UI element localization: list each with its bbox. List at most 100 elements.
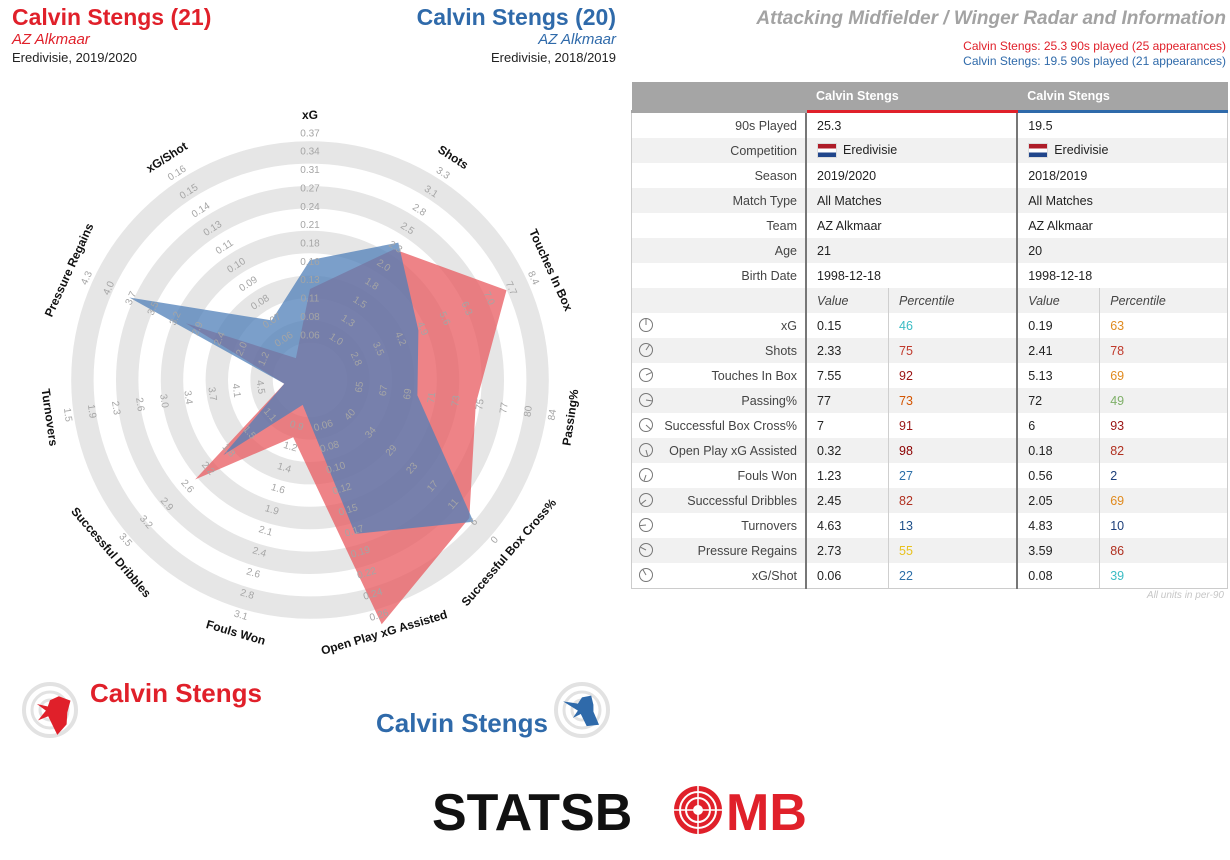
metric-player2-percentile: 93 [1099,413,1228,438]
radar-chart: 0.06 0.08 0.11 0.13 0.16 0.18 0.21 0.24 0.27 0.31… [38,108,581,658]
metric-player2-value-text: 2.05 [1028,493,1053,508]
axis-tick-label: 0.06 [313,418,335,434]
metric-player1-percentile-text: 13 [899,518,913,533]
subheader-percentile: Percentile [888,288,1018,313]
subheader-value: Value [1016,288,1100,313]
axis-tick-label: 3.0 [157,393,170,409]
metric-player1-percentile: 91 [888,413,1018,438]
info-label: Team [631,213,806,238]
axis-label: Passing% [559,388,581,446]
subheader-percentile-text: Percentile [1110,293,1166,308]
metric-player2-value: 6 [1016,413,1100,438]
metric-player2-value: 5.13 [1016,363,1100,388]
metric-player2-value-text: 72 [1028,393,1043,408]
axis-tick-label: 2.8 [239,587,256,602]
metric-player1-value-text: 2.45 [817,493,842,508]
axis-tick-label: 2.0 [234,340,250,358]
metric-label-text: Passing% [741,393,797,408]
player2-name: Calvin Stengs (20) [416,4,616,30]
info-label-text: 90s Played [735,118,797,133]
metric-player2-percentile-text: 69 [1110,493,1125,508]
metric-player2-percentile: 82 [1099,438,1228,463]
axis-tick-label: 0.34 [300,147,320,158]
axis-tick-label: 80 [522,405,535,418]
metric-player2-percentile-text: 49 [1110,393,1125,408]
metric-player2-percentile: 69 [1099,363,1228,388]
metric-label: Fouls Won [631,463,806,488]
info-player1-value-text: All Matches [817,193,882,208]
subheader-percentile-text: Percentile [899,293,955,308]
info-player1-value-text: Eredivisie [843,142,898,157]
metric-player2-value-text: 4.83 [1028,518,1053,533]
info-player2-value: 19.5 [1016,111,1229,138]
metric-gauge-icon [639,518,653,532]
table-row: Successful Box Cross% 7 91 6 93 [631,413,1228,438]
axis-tick-label: 2.4 [251,545,268,560]
subheader-value-text: Value [1028,293,1060,308]
metric-player2-percentile: 63 [1099,313,1228,338]
info-player1-value-text: AZ Alkmaar [817,218,882,233]
metric-player2-value-text: 0.18 [1028,443,1053,458]
netherlands-flag-icon [1028,143,1049,159]
netherlands-flag-icon [817,143,837,159]
table-row: xG 0.15 46 0.19 63 [631,313,1228,338]
metric-label-text: xG/Shot [751,568,797,583]
table-row: Fouls Won 1.23 27 0.56 2 [631,463,1228,488]
table-row: Passing% 77 73 72 49 [631,388,1228,413]
metric-player2-value: 2.05 [1016,488,1100,513]
info-label: Season [631,163,806,188]
axis-label: Turnovers [38,388,60,448]
player1-radar-thumbnail [22,682,78,738]
subheader-value: Value [805,288,889,313]
metric-player1-value: 1.23 [805,463,889,488]
metric-player2-value: 0.18 [1016,438,1100,463]
axis-tick-label: 0.13 [300,275,320,286]
metric-gauge-icon [639,543,653,557]
metric-player2-percentile: 78 [1099,338,1228,363]
metric-player1-value: 4.63 [805,513,889,538]
info-player1-value-text: 2019/2020 [817,168,877,183]
metric-player2-percentile: 49 [1099,388,1228,413]
axis-tick-label: 0.26 [368,608,390,624]
metric-player1-percentile-text: 92 [899,368,913,383]
metric-player1-value-text: 2.33 [817,343,842,358]
metric-player2-percentile-text: 69 [1110,368,1125,383]
info-player2-value-text: 2018/2019 [1028,168,1088,183]
player1-played-summary: Calvin Stengs: 25.3 90s played (25 appea… [963,39,1226,53]
logo-text-stats: STATSB [432,784,632,838]
metric-label-text: Open Play xG Assisted [669,443,797,458]
metric-player1-value: 0.15 [805,313,889,338]
info-label-text: Season [754,168,797,183]
metric-player1-percentile: 75 [888,338,1018,363]
info-player2-value-text: 1998-12-18 [1028,268,1093,283]
subheader-value-text: Value [817,293,849,308]
metric-player2-percentile-text: 2 [1110,468,1118,483]
metric-player1-percentile-text: 82 [899,493,913,508]
axis-tick-label: 0.31 [300,165,320,176]
metric-gauge-icon [639,468,653,482]
info-player1-value: AZ Alkmaar [804,213,1018,238]
info-label-text: Team [766,218,797,233]
table-row: Pressure Regains 2.73 55 3.59 86 [631,538,1228,563]
axis-tick-label: 0.15 [337,502,359,518]
metric-player1-value-text: 0.06 [817,568,842,583]
metric-player1-value: 2.33 [805,338,889,363]
axis-tick-label: 0.37 [300,128,320,139]
axis-tick-label: 1.9 [85,404,98,420]
metric-player2-value-text: 5.13 [1028,368,1053,383]
table-row: Season 2019/2020 2018/2019 [631,163,1229,188]
player1-team: AZ Alkmaar [12,31,90,48]
table-row: Match Type All Matches All Matches [631,188,1229,213]
table-row: Birth Date 1998-12-18 1998-12-18 [631,263,1229,288]
axis-tick-label: 1.2 [256,350,272,368]
metric-label: Open Play xG Assisted [631,438,806,463]
logo-bullseye-icon [674,786,722,834]
metric-player2-value-text: 6 [1028,418,1036,433]
axis-tick-label: 71 [426,391,439,404]
metric-player1-value-text: 2.73 [817,543,842,558]
axis-tick-label: 75 [474,398,487,411]
metric-player1-percentile: 22 [888,563,1018,589]
metric-player1-percentile: 92 [888,363,1018,388]
metric-label-text: Turnovers [741,518,797,533]
axis-tick-label: 77 [498,401,511,414]
